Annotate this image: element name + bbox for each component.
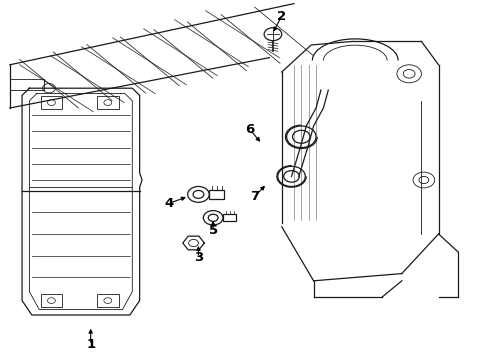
Text: 4: 4 <box>165 197 173 210</box>
Text: 6: 6 <box>245 123 254 136</box>
Bar <box>41 294 62 307</box>
Bar <box>41 96 62 109</box>
Text: 3: 3 <box>194 251 203 264</box>
Text: 7: 7 <box>250 190 259 203</box>
Text: 5: 5 <box>209 224 218 237</box>
Bar <box>209 190 224 199</box>
Bar <box>97 96 119 109</box>
Bar <box>223 214 236 221</box>
Bar <box>97 294 119 307</box>
Text: 2: 2 <box>277 10 286 23</box>
Text: 1: 1 <box>86 338 95 351</box>
